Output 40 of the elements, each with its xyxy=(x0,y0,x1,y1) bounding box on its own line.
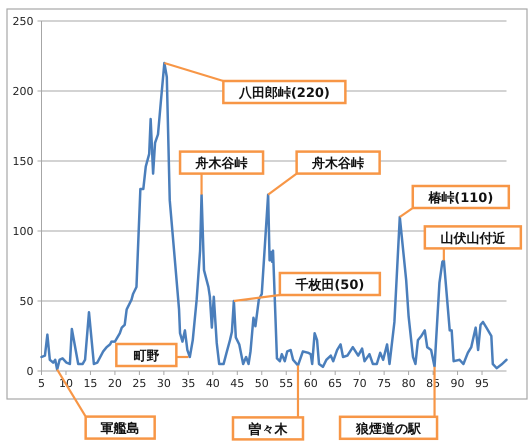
callout: 山伏山付近 xyxy=(424,225,522,260)
annotation: 舟木谷峠 xyxy=(194,156,248,172)
x-tick-label: 35 xyxy=(181,377,196,390)
callout: 舟木谷峠 xyxy=(267,150,381,196)
annotation: 軍艦島 xyxy=(100,420,140,437)
annotation: 椿峠(110) xyxy=(427,191,494,206)
annotation: 山伏山付近 xyxy=(440,230,506,246)
x-tick-label: 75 xyxy=(377,377,392,390)
x-tick-label: 45 xyxy=(230,377,244,390)
y-tick-label: 250 xyxy=(12,15,34,28)
annotation: 八田郎峠(220) xyxy=(238,85,330,101)
y-tick-label: 200 xyxy=(12,85,34,98)
x-tick-label: 15 xyxy=(83,377,98,390)
x-tick-label: 60 xyxy=(304,377,318,390)
x-tick-label: 80 xyxy=(402,377,416,390)
callout: 千枚田(50) xyxy=(234,272,382,302)
callout: 舟木谷峠 xyxy=(178,150,264,195)
x-tick-label: 30 xyxy=(156,377,171,390)
y-tick-label: 50 xyxy=(20,295,34,308)
x-tick-label: 65 xyxy=(328,377,342,390)
x-tick-label: 40 xyxy=(206,377,220,390)
x-tick-label: 90 xyxy=(450,377,465,390)
annotation: 曽々木 xyxy=(248,421,288,438)
annotation: 狼煙道の駅 xyxy=(355,420,422,437)
callout: 椿峠(110) xyxy=(399,184,510,218)
x-tick-label: 50 xyxy=(254,377,269,390)
y-tick-label: 150 xyxy=(12,155,34,168)
x-tick-label: 25 xyxy=(132,377,146,390)
callout: 八田郎峠(220) xyxy=(164,62,347,104)
x-tick-label: 20 xyxy=(108,377,122,390)
annotation: 町野 xyxy=(133,349,160,364)
x-tick-label: 95 xyxy=(475,377,490,390)
y-tick-label: 0 xyxy=(26,365,34,378)
callout: 町野 xyxy=(115,342,188,368)
annotation: 千枚田(50) xyxy=(294,277,364,293)
x-tick-label: 70 xyxy=(352,377,367,390)
annotation: 舟木谷峠 xyxy=(311,156,364,172)
x-tick-label: 5 xyxy=(38,377,45,390)
x-tick-label: 55 xyxy=(279,377,294,390)
y-tick-label: 100 xyxy=(12,225,34,238)
